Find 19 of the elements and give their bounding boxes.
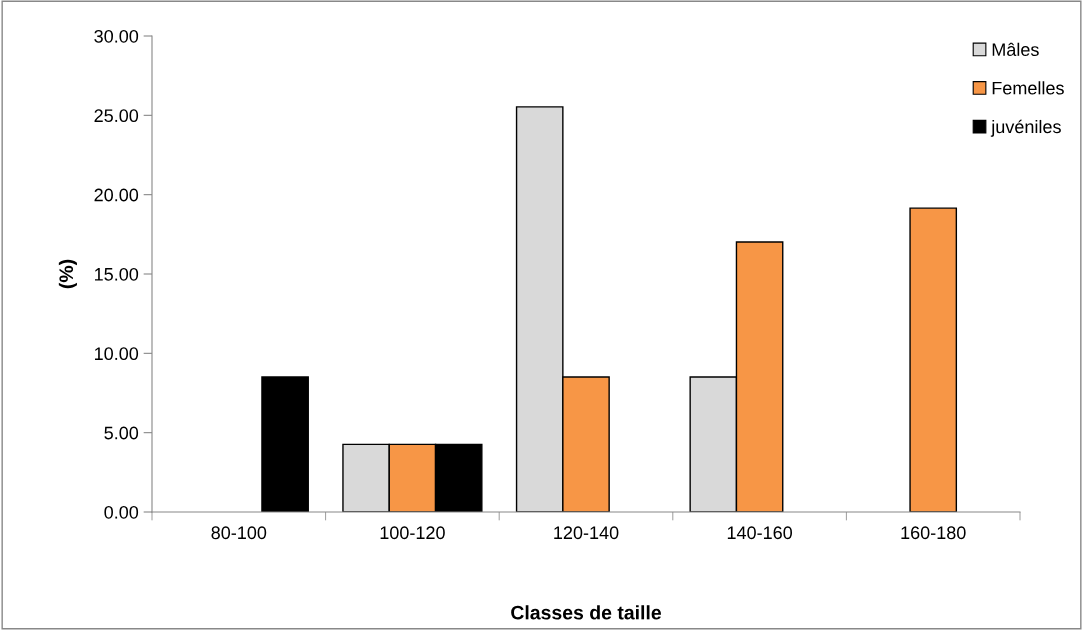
legend-label: Femelles xyxy=(992,81,1064,95)
y-axis-title: (%) xyxy=(58,259,77,289)
legend-label: juvéniles xyxy=(990,119,1061,137)
y-tick-label: 0.00 xyxy=(104,505,139,519)
bar xyxy=(261,376,309,512)
y-tick-label: 30.00 xyxy=(94,29,139,43)
y-tick-label: 10.00 xyxy=(95,347,139,361)
x-tick-label: 80-100 xyxy=(211,526,267,540)
bar xyxy=(909,207,958,512)
x-tick-label: 160-180 xyxy=(901,526,966,540)
legend-label: Mâles xyxy=(992,42,1039,56)
x-axis-title: Classes de taille xyxy=(511,605,661,620)
y-tick-label: 20.00 xyxy=(94,188,139,202)
x-tick-label: 100-120 xyxy=(380,526,445,540)
y-tick-label: 5.00 xyxy=(104,426,139,440)
y-tick-label: 15.00 xyxy=(95,267,139,281)
y-tick-label: 25.00 xyxy=(94,109,139,123)
x-tick-label: 140-160 xyxy=(727,526,793,540)
x-tick-label: 120-140 xyxy=(554,526,619,540)
